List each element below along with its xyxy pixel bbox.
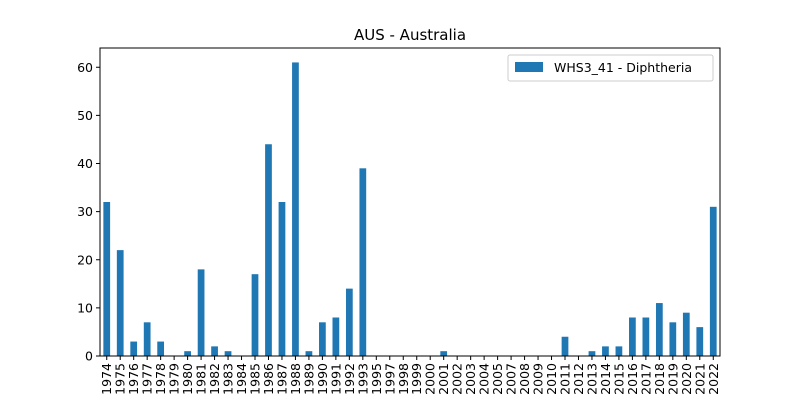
y-tick-label: 60 xyxy=(77,60,93,75)
bar-1977 xyxy=(143,322,151,356)
bars-group xyxy=(103,62,717,357)
bar-2021 xyxy=(696,327,704,357)
bar-2019 xyxy=(669,322,677,356)
bar-1983 xyxy=(224,351,232,356)
x-tick-label: 1997 xyxy=(382,363,397,395)
legend-box xyxy=(507,54,714,82)
bar-1986 xyxy=(265,144,272,356)
chart-title: AUS - Australia xyxy=(354,26,466,44)
x-tick-label: 1989 xyxy=(301,363,316,395)
bar-1982 xyxy=(211,346,218,357)
x-tick-label: 2001 xyxy=(436,363,451,395)
x-tick-label: 2017 xyxy=(638,363,653,395)
y-tick-label: 30 xyxy=(77,204,93,219)
legend: WHS3_41 - Diphtheria xyxy=(507,54,714,82)
y-tick-label: 40 xyxy=(77,156,93,171)
bar-1990 xyxy=(319,322,326,356)
x-tick-label: 2008 xyxy=(517,363,532,395)
x-tick-label: 1984 xyxy=(234,363,249,395)
bar-1985 xyxy=(251,274,259,356)
x-tick-label: 2003 xyxy=(463,363,478,395)
bar-1988 xyxy=(292,62,299,356)
x-tick-label: 2009 xyxy=(531,363,546,395)
bar-2015 xyxy=(615,346,623,357)
x-tick-label: 2007 xyxy=(504,363,519,395)
x-tick-label: 1976 xyxy=(126,363,141,395)
bar-2017 xyxy=(642,317,650,356)
x-tick-label: 1991 xyxy=(328,363,343,395)
x-tick-label: 2019 xyxy=(665,363,680,395)
x-tick-label: 1995 xyxy=(369,363,384,395)
bar-1975 xyxy=(116,250,124,357)
x-tick-label: 1980 xyxy=(180,363,195,395)
x-tick-label: 1983 xyxy=(221,363,236,395)
x-tick-label: 2021 xyxy=(692,363,707,395)
x-tick-label: 1978 xyxy=(153,363,168,395)
y-tick-label: 10 xyxy=(77,300,93,315)
x-tick-label: 2022 xyxy=(706,363,721,395)
x-tick-label: 1986 xyxy=(261,363,276,395)
x-tick-label: 1998 xyxy=(396,363,411,395)
x-tick-label: 2005 xyxy=(490,363,505,395)
bar-1991 xyxy=(332,317,340,356)
bar-2001 xyxy=(440,351,448,356)
x-tick-label: 2015 xyxy=(611,363,626,395)
x-tick-label: 2016 xyxy=(625,363,640,395)
y-tick-label: 50 xyxy=(77,108,93,123)
x-tick-label: 2010 xyxy=(544,363,559,395)
x-tick-label: 1981 xyxy=(194,363,209,395)
legend-swatch xyxy=(515,62,543,72)
x-tick-label: 2018 xyxy=(652,363,667,395)
x-tick-label: 1982 xyxy=(207,363,222,395)
bar-2016 xyxy=(629,317,636,356)
x-tick-label: 1974 xyxy=(99,363,114,395)
x-tick-label: 1992 xyxy=(342,363,357,395)
bar-2014 xyxy=(602,346,609,357)
bar-2022 xyxy=(709,206,717,356)
y-axis: 0 10 20 30 40 50 60 xyxy=(77,60,100,364)
x-tick-label: 1999 xyxy=(409,363,424,395)
bar-1974 xyxy=(103,202,111,356)
x-tick-label: 1977 xyxy=(140,363,155,395)
bar-1987 xyxy=(278,202,286,356)
x-tick-label: 2020 xyxy=(679,363,694,395)
bar-1976 xyxy=(130,341,138,356)
x-tick-label: 2004 xyxy=(477,363,492,395)
bar-1978 xyxy=(157,341,165,356)
x-tick-label: 1993 xyxy=(355,363,370,395)
x-tick-label: 2000 xyxy=(423,363,438,395)
bar-2013 xyxy=(588,351,596,356)
bar-1993 xyxy=(359,168,367,356)
bar-1992 xyxy=(345,288,353,357)
x-tick-label: 1990 xyxy=(315,363,330,395)
bar-2011 xyxy=(561,336,569,356)
x-tick-label: 2002 xyxy=(450,363,465,395)
plot-frame xyxy=(99,47,721,357)
x-tick-label: 2014 xyxy=(598,363,613,395)
x-tick-label: 2012 xyxy=(571,363,586,395)
x-tick-label: 1979 xyxy=(167,363,182,395)
x-tick-label: 2013 xyxy=(584,363,599,395)
x-tick-label: 2011 xyxy=(558,363,573,395)
x-tick-label: 1975 xyxy=(113,363,128,395)
bar-2018 xyxy=(655,303,663,356)
x-tick-label: 1985 xyxy=(248,363,263,395)
bar-2020 xyxy=(682,312,690,356)
x-tick-label: 1987 xyxy=(274,363,289,395)
bar-1989 xyxy=(305,351,313,356)
legend-label: WHS3_41 - Diphtheria xyxy=(554,60,692,75)
bar-1980 xyxy=(184,351,191,356)
y-tick-label: 0 xyxy=(85,349,93,364)
x-axis: 1974197519761977197819791980198119821983… xyxy=(99,356,721,395)
bar-1981 xyxy=(197,269,205,357)
y-tick-label: 20 xyxy=(77,252,93,267)
x-tick-label: 1988 xyxy=(288,363,303,395)
